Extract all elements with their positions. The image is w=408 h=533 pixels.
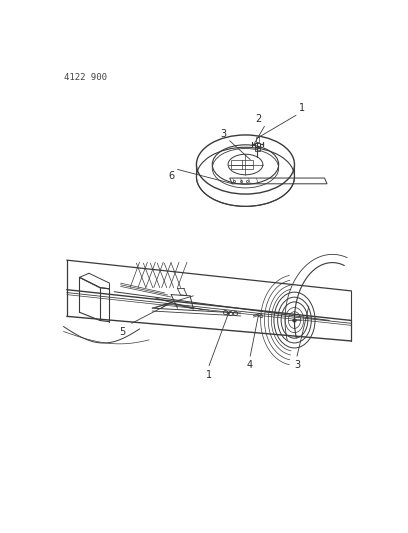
Text: 2: 2 (255, 114, 261, 124)
Text: 1: 1 (299, 103, 305, 113)
Text: 3: 3 (294, 360, 300, 370)
Text: 5: 5 (119, 327, 125, 337)
Text: 4: 4 (247, 360, 253, 370)
Text: 4122 900: 4122 900 (64, 73, 106, 82)
Text: 3: 3 (220, 128, 226, 139)
Text: 6: 6 (168, 172, 174, 182)
Text: 1: 1 (206, 370, 212, 379)
